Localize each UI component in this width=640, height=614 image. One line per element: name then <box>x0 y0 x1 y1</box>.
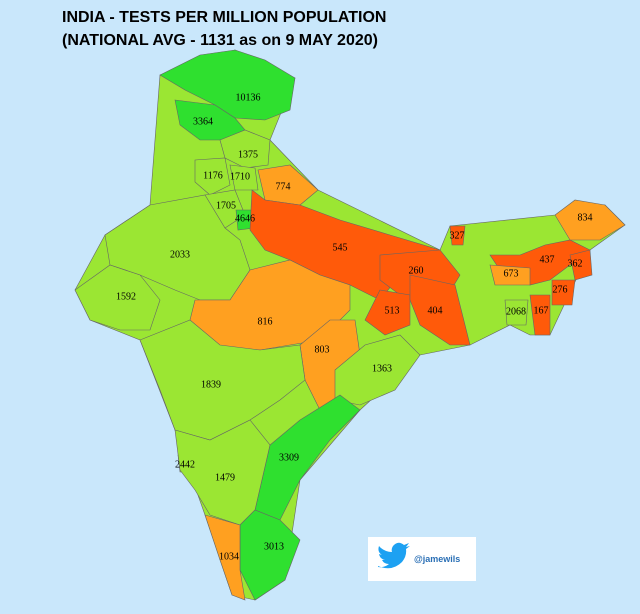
regions <box>74 49 626 601</box>
region <box>257 164 319 206</box>
region-value: 3013 <box>264 541 284 552</box>
region-value: 1592 <box>116 291 136 302</box>
region-value: 803 <box>315 344 330 355</box>
map-title: INDIA - TESTS PER MILLION POPULATION <box>62 9 386 26</box>
region-value: 1705 <box>216 200 236 211</box>
region-value: 10136 <box>236 92 261 103</box>
region-value: 1034 <box>219 551 239 562</box>
region <box>409 274 471 346</box>
region-value: 1363 <box>372 363 392 374</box>
region-value: 3364 <box>193 116 213 127</box>
region <box>529 294 551 336</box>
region-value: 673 <box>504 268 519 279</box>
region <box>489 264 531 286</box>
region <box>74 264 161 331</box>
region-value: 1375 <box>238 149 258 160</box>
region <box>504 299 529 326</box>
region-value: 276 <box>553 284 568 295</box>
region-value: 1710 <box>230 171 250 182</box>
region-value: 545 <box>333 242 348 253</box>
region-value: 816 <box>258 316 273 327</box>
region <box>229 164 259 191</box>
region <box>194 157 231 196</box>
region <box>204 514 246 601</box>
region-value: 404 <box>428 305 443 316</box>
region-value: 1479 <box>215 472 235 483</box>
region <box>159 49 296 121</box>
region-value: 3309 <box>279 452 299 463</box>
region-value: 2442 <box>175 459 195 470</box>
region-value: 834 <box>578 212 593 223</box>
region <box>139 319 306 441</box>
region-value: 1176 <box>203 170 223 181</box>
twitter-badge: @jamewils <box>368 537 476 581</box>
map-subtitle: (NATIONAL AVG - 1131 as on 9 MAY 2020) <box>62 32 378 49</box>
labels: 10136 3364 1375 1176 1710 774 1705 4646 2033 545 3… <box>116 92 593 562</box>
region-value: 2033 <box>170 249 190 260</box>
region-value: 362 <box>568 258 583 269</box>
region-value: 260 <box>409 265 424 276</box>
region <box>239 509 301 601</box>
region <box>364 289 411 336</box>
region-value: 167 <box>534 305 549 316</box>
handle: @jamewils <box>414 554 460 564</box>
region-value: 513 <box>385 305 400 316</box>
region-value: 774 <box>276 181 291 192</box>
region-value: 2068 <box>506 306 526 317</box>
region <box>449 225 466 246</box>
region-value: 437 <box>540 254 555 265</box>
bird-icon <box>378 542 410 569</box>
region-value: 1839 <box>201 379 221 390</box>
region <box>551 279 576 306</box>
region-value: 327 <box>450 230 465 241</box>
region <box>569 249 593 281</box>
region-value: 4646 <box>235 213 255 224</box>
